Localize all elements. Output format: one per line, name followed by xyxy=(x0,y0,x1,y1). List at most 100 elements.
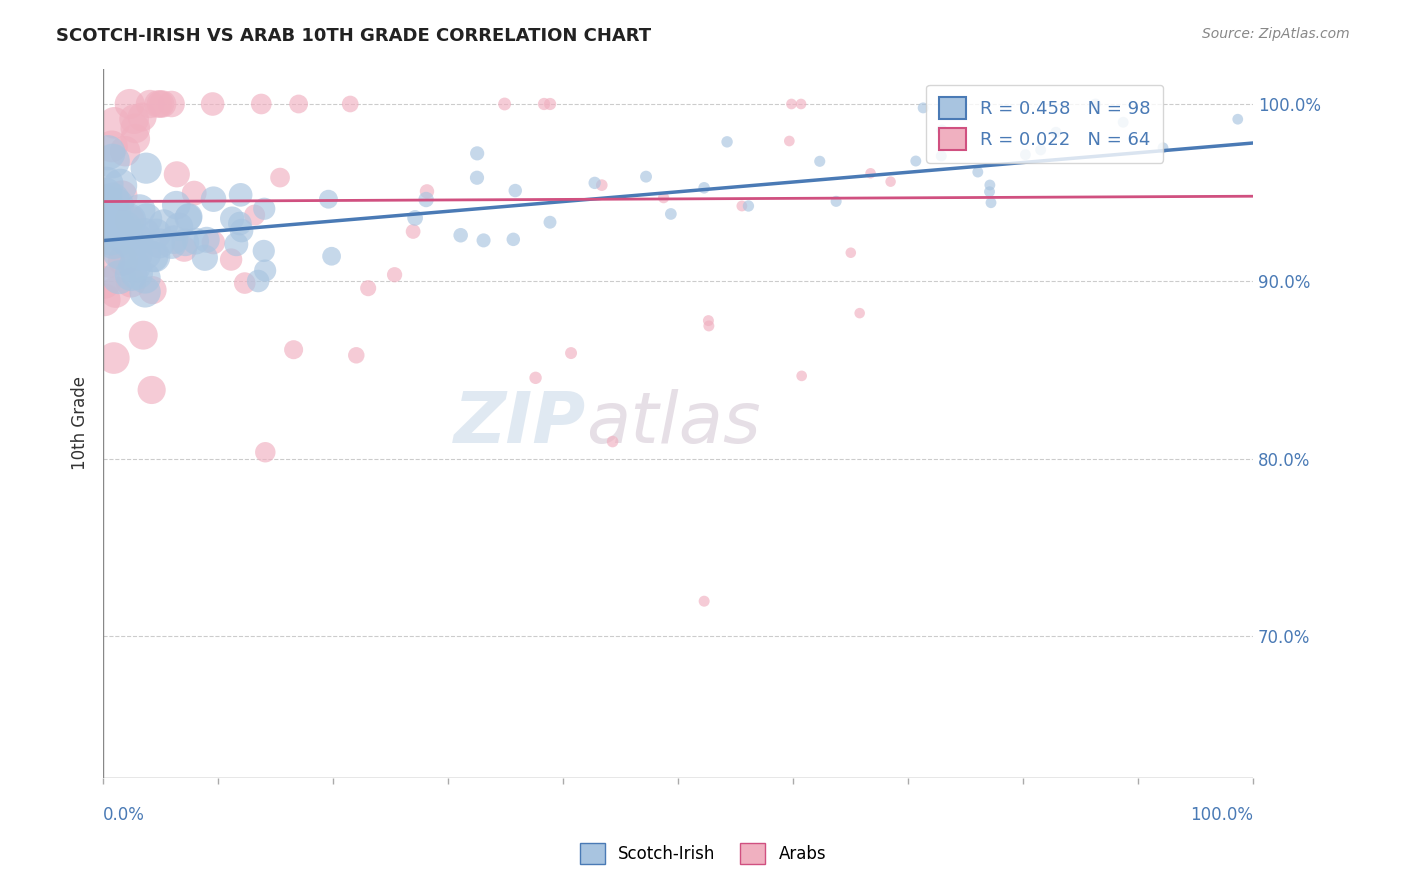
Point xyxy=(104,285,127,300)
Point xyxy=(114,220,136,235)
Point xyxy=(103,235,125,249)
Point xyxy=(146,97,169,112)
Point xyxy=(93,293,115,307)
Point xyxy=(118,213,141,227)
Point xyxy=(524,371,547,385)
Point xyxy=(737,199,759,213)
Point xyxy=(134,247,156,261)
Point xyxy=(716,135,738,149)
Point xyxy=(135,211,157,226)
Point xyxy=(177,210,200,224)
Point xyxy=(103,351,125,365)
Point xyxy=(839,245,862,260)
Point xyxy=(131,110,153,124)
Point xyxy=(404,211,426,225)
Point xyxy=(125,267,148,281)
Point xyxy=(124,260,146,274)
Point xyxy=(560,346,582,360)
Point xyxy=(225,237,247,252)
Point xyxy=(98,216,121,230)
Point xyxy=(135,161,157,176)
Point xyxy=(344,348,367,362)
Point xyxy=(254,445,277,459)
Point xyxy=(229,187,252,202)
Point xyxy=(160,97,183,112)
Point xyxy=(243,208,266,222)
Point xyxy=(465,146,488,161)
Point xyxy=(219,252,242,267)
Point xyxy=(416,185,439,199)
Point xyxy=(128,203,150,218)
Point xyxy=(912,101,935,115)
Point xyxy=(254,263,277,277)
Point xyxy=(183,186,205,201)
Point xyxy=(145,227,167,241)
Point xyxy=(357,281,380,295)
Text: SCOTCH-IRISH VS ARAB 10TH GRADE CORRELATION CHART: SCOTCH-IRISH VS ARAB 10TH GRADE CORRELAT… xyxy=(56,27,651,45)
Point xyxy=(100,231,122,245)
Point xyxy=(98,225,121,239)
Point xyxy=(247,274,270,288)
Point xyxy=(253,202,276,216)
Point xyxy=(283,343,305,357)
Point xyxy=(152,217,174,231)
Point xyxy=(318,192,340,206)
Point xyxy=(94,178,117,192)
Point xyxy=(602,434,624,449)
Point xyxy=(904,154,927,169)
Point xyxy=(693,594,716,608)
Point xyxy=(503,184,526,198)
Point xyxy=(166,167,188,181)
Point xyxy=(231,223,253,237)
Point xyxy=(634,169,657,184)
Point xyxy=(250,97,273,112)
Point xyxy=(111,189,134,203)
Point xyxy=(859,166,882,180)
Point xyxy=(93,195,115,210)
Point xyxy=(149,97,172,112)
Text: 0.0%: 0.0% xyxy=(103,806,145,824)
Point xyxy=(118,235,141,250)
Point xyxy=(134,285,156,299)
Point xyxy=(93,188,115,202)
Point xyxy=(979,185,1001,199)
Point xyxy=(160,237,183,252)
Point xyxy=(980,195,1002,210)
Point xyxy=(533,97,555,112)
Point xyxy=(103,116,125,130)
Point xyxy=(450,228,472,243)
Point xyxy=(201,97,224,112)
Point xyxy=(101,193,124,207)
Point xyxy=(127,233,149,247)
Point xyxy=(929,149,952,163)
Point xyxy=(848,306,870,320)
Point xyxy=(233,276,256,290)
Point xyxy=(118,213,141,227)
Legend: Scotch-Irish, Arabs: Scotch-Irish, Arabs xyxy=(574,837,832,871)
Point xyxy=(583,176,606,190)
Text: ZIP: ZIP xyxy=(454,389,586,458)
Point xyxy=(167,219,190,234)
Point xyxy=(124,121,146,136)
Point xyxy=(780,97,803,112)
Point xyxy=(472,233,495,247)
Point xyxy=(108,223,131,237)
Point xyxy=(808,154,831,169)
Point xyxy=(966,165,988,179)
Point xyxy=(202,192,225,206)
Point xyxy=(118,97,141,112)
Text: atlas: atlas xyxy=(586,389,761,458)
Point xyxy=(195,233,218,247)
Legend: R = 0.458   N = 98, R = 0.022   N = 64: R = 0.458 N = 98, R = 0.022 N = 64 xyxy=(927,85,1163,163)
Point xyxy=(93,276,115,290)
Point xyxy=(1226,112,1249,127)
Point xyxy=(134,271,156,285)
Point xyxy=(384,268,406,282)
Point xyxy=(778,134,800,148)
Point xyxy=(194,251,217,265)
Point xyxy=(321,249,343,263)
Point xyxy=(790,97,813,112)
Point xyxy=(659,207,682,221)
Point xyxy=(652,191,675,205)
Point xyxy=(97,145,120,160)
